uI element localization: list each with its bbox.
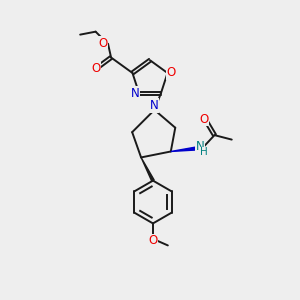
Polygon shape [171, 147, 196, 152]
Text: N: N [131, 87, 140, 100]
Text: O: O [91, 62, 101, 75]
Text: O: O [200, 112, 209, 126]
Text: N: N [196, 140, 204, 153]
Text: N: N [149, 99, 158, 112]
Text: O: O [98, 37, 107, 50]
Text: O: O [167, 67, 176, 80]
Polygon shape [141, 158, 154, 181]
Text: O: O [148, 235, 158, 248]
Text: H: H [200, 147, 208, 157]
